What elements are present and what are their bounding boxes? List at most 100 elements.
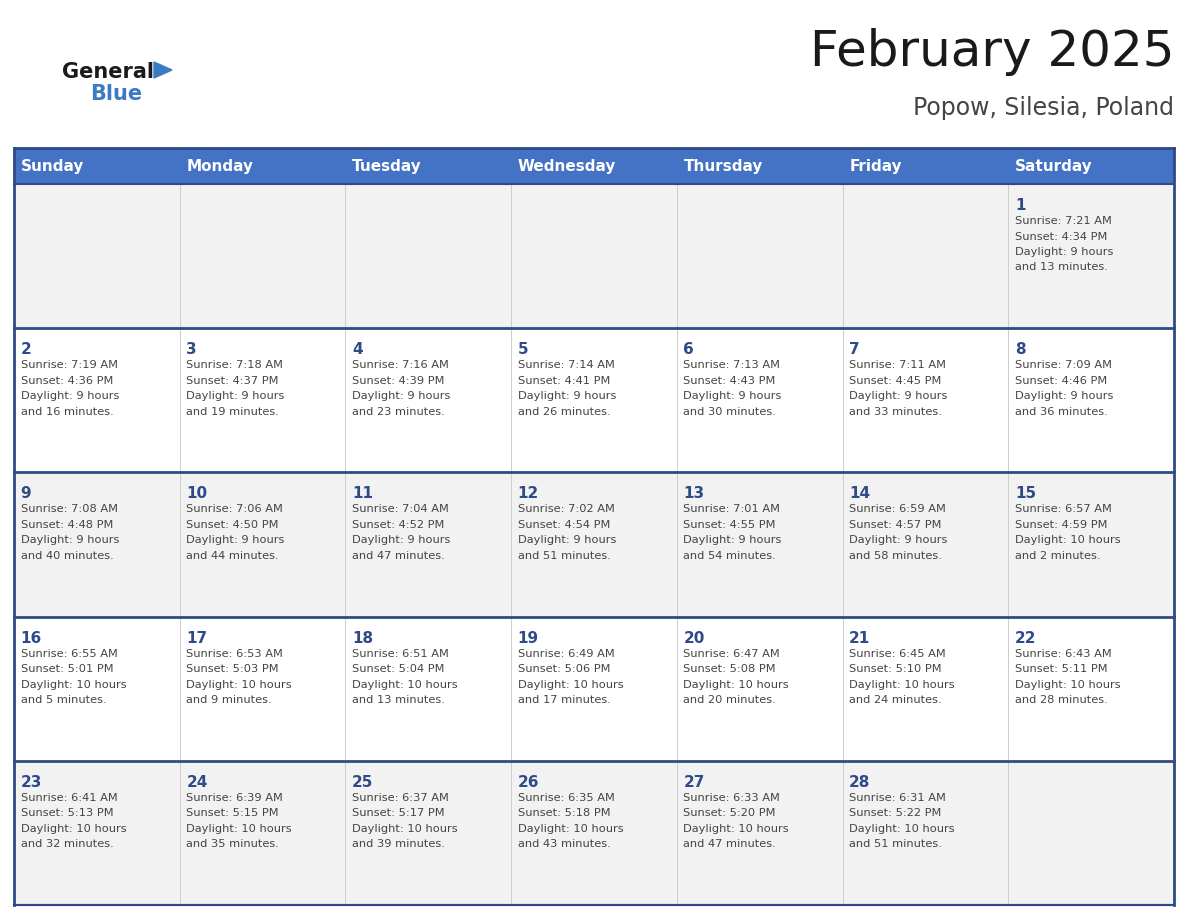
Text: and 43 minutes.: and 43 minutes. (518, 839, 611, 849)
Text: Daylight: 10 hours: Daylight: 10 hours (1015, 679, 1120, 689)
Bar (14, 184, 1174, 329)
Text: Sunset: 4:45 PM: Sunset: 4:45 PM (849, 375, 942, 386)
Text: Daylight: 10 hours: Daylight: 10 hours (1015, 535, 1120, 545)
Text: Sunset: 4:55 PM: Sunset: 4:55 PM (683, 520, 776, 530)
Text: and 23 minutes.: and 23 minutes. (352, 407, 444, 417)
Text: 5: 5 (518, 342, 529, 357)
Text: Sunrise: 6:47 AM: Sunrise: 6:47 AM (683, 649, 781, 658)
Text: Daylight: 9 hours: Daylight: 9 hours (683, 391, 782, 401)
Text: Sunset: 5:18 PM: Sunset: 5:18 PM (518, 809, 611, 818)
Text: and 26 minutes.: and 26 minutes. (518, 407, 611, 417)
Text: Sunrise: 7:16 AM: Sunrise: 7:16 AM (352, 360, 449, 370)
Text: Daylight: 9 hours: Daylight: 9 hours (518, 535, 617, 545)
Text: Sunrise: 6:31 AM: Sunrise: 6:31 AM (849, 793, 946, 803)
Text: Monday: Monday (187, 159, 253, 174)
Text: 15: 15 (1015, 487, 1036, 501)
Text: 24: 24 (187, 775, 208, 789)
Text: Sunset: 5:15 PM: Sunset: 5:15 PM (187, 809, 279, 818)
Text: 20: 20 (683, 631, 704, 645)
Text: Sunrise: 6:55 AM: Sunrise: 6:55 AM (20, 649, 118, 658)
Text: and 44 minutes.: and 44 minutes. (187, 551, 279, 561)
Text: Sunday: Sunday (20, 159, 84, 174)
Text: and 17 minutes.: and 17 minutes. (518, 695, 611, 705)
Text: Daylight: 9 hours: Daylight: 9 hours (1015, 391, 1113, 401)
Text: Sunset: 4:36 PM: Sunset: 4:36 PM (20, 375, 113, 386)
Text: Daylight: 10 hours: Daylight: 10 hours (849, 679, 955, 689)
Text: Sunrise: 7:19 AM: Sunrise: 7:19 AM (20, 360, 118, 370)
Text: Daylight: 9 hours: Daylight: 9 hours (849, 535, 948, 545)
Text: Wednesday: Wednesday (518, 159, 617, 174)
Text: Sunset: 5:22 PM: Sunset: 5:22 PM (849, 809, 942, 818)
Text: Sunset: 4:57 PM: Sunset: 4:57 PM (849, 520, 942, 530)
Text: Daylight: 9 hours: Daylight: 9 hours (187, 391, 285, 401)
Text: Daylight: 9 hours: Daylight: 9 hours (683, 535, 782, 545)
Text: 21: 21 (849, 631, 871, 645)
Text: 12: 12 (518, 487, 539, 501)
Text: General: General (62, 62, 154, 82)
Text: Blue: Blue (90, 84, 143, 104)
Text: and 24 minutes.: and 24 minutes. (849, 695, 942, 705)
Text: Saturday: Saturday (1015, 159, 1093, 174)
Text: and 47 minutes.: and 47 minutes. (352, 551, 444, 561)
Text: Daylight: 10 hours: Daylight: 10 hours (352, 823, 457, 834)
Text: Sunset: 5:11 PM: Sunset: 5:11 PM (1015, 664, 1107, 674)
Text: Sunrise: 6:35 AM: Sunrise: 6:35 AM (518, 793, 614, 803)
Text: Sunrise: 6:57 AM: Sunrise: 6:57 AM (1015, 504, 1112, 514)
Text: Sunrise: 6:37 AM: Sunrise: 6:37 AM (352, 793, 449, 803)
Text: Daylight: 9 hours: Daylight: 9 hours (352, 535, 450, 545)
Text: Daylight: 9 hours: Daylight: 9 hours (849, 391, 948, 401)
Text: Sunrise: 7:11 AM: Sunrise: 7:11 AM (849, 360, 946, 370)
Text: Sunset: 5:08 PM: Sunset: 5:08 PM (683, 664, 776, 674)
Bar (14, 761, 1174, 905)
Text: 19: 19 (518, 631, 539, 645)
Text: Sunset: 5:03 PM: Sunset: 5:03 PM (187, 664, 279, 674)
Text: 27: 27 (683, 775, 704, 789)
Text: 23: 23 (20, 775, 42, 789)
Text: and 32 minutes.: and 32 minutes. (20, 839, 113, 849)
Text: 10: 10 (187, 487, 208, 501)
Text: Daylight: 10 hours: Daylight: 10 hours (518, 679, 624, 689)
Text: Sunset: 4:48 PM: Sunset: 4:48 PM (20, 520, 113, 530)
Polygon shape (154, 62, 172, 78)
Text: Sunset: 4:54 PM: Sunset: 4:54 PM (518, 520, 611, 530)
Text: Daylight: 9 hours: Daylight: 9 hours (187, 535, 285, 545)
Text: Sunset: 4:52 PM: Sunset: 4:52 PM (352, 520, 444, 530)
Text: Daylight: 9 hours: Daylight: 9 hours (352, 391, 450, 401)
Text: 4: 4 (352, 342, 362, 357)
Text: Sunset: 4:43 PM: Sunset: 4:43 PM (683, 375, 776, 386)
Text: Sunset: 4:34 PM: Sunset: 4:34 PM (1015, 231, 1107, 241)
Text: Sunrise: 6:39 AM: Sunrise: 6:39 AM (187, 793, 283, 803)
Text: Sunrise: 7:06 AM: Sunrise: 7:06 AM (187, 504, 283, 514)
Text: 14: 14 (849, 487, 871, 501)
Text: Sunrise: 7:18 AM: Sunrise: 7:18 AM (187, 360, 284, 370)
Text: Sunrise: 6:45 AM: Sunrise: 6:45 AM (849, 649, 946, 658)
Text: Sunset: 5:20 PM: Sunset: 5:20 PM (683, 809, 776, 818)
Text: 28: 28 (849, 775, 871, 789)
Text: 8: 8 (1015, 342, 1025, 357)
Text: Sunset: 4:37 PM: Sunset: 4:37 PM (187, 375, 279, 386)
Text: 6: 6 (683, 342, 694, 357)
Text: Sunrise: 7:04 AM: Sunrise: 7:04 AM (352, 504, 449, 514)
Text: 26: 26 (518, 775, 539, 789)
Text: 11: 11 (352, 487, 373, 501)
Text: Sunrise: 7:08 AM: Sunrise: 7:08 AM (20, 504, 118, 514)
Text: 1: 1 (1015, 198, 1025, 213)
Text: Sunset: 5:06 PM: Sunset: 5:06 PM (518, 664, 611, 674)
Text: and 35 minutes.: and 35 minutes. (187, 839, 279, 849)
Bar (14, 148, 1174, 184)
Text: Daylight: 10 hours: Daylight: 10 hours (849, 823, 955, 834)
Text: Daylight: 9 hours: Daylight: 9 hours (518, 391, 617, 401)
Text: 2: 2 (20, 342, 31, 357)
Text: 3: 3 (187, 342, 197, 357)
Text: Sunset: 5:01 PM: Sunset: 5:01 PM (20, 664, 113, 674)
Text: 17: 17 (187, 631, 208, 645)
Bar (14, 473, 1174, 617)
Text: 9: 9 (20, 487, 31, 501)
Text: Daylight: 10 hours: Daylight: 10 hours (683, 679, 789, 689)
Text: and 51 minutes.: and 51 minutes. (849, 839, 942, 849)
Text: and 39 minutes.: and 39 minutes. (352, 839, 446, 849)
Text: Daylight: 9 hours: Daylight: 9 hours (20, 535, 119, 545)
Text: Sunset: 5:04 PM: Sunset: 5:04 PM (352, 664, 444, 674)
Text: Sunrise: 7:02 AM: Sunrise: 7:02 AM (518, 504, 614, 514)
Text: and 2 minutes.: and 2 minutes. (1015, 551, 1100, 561)
